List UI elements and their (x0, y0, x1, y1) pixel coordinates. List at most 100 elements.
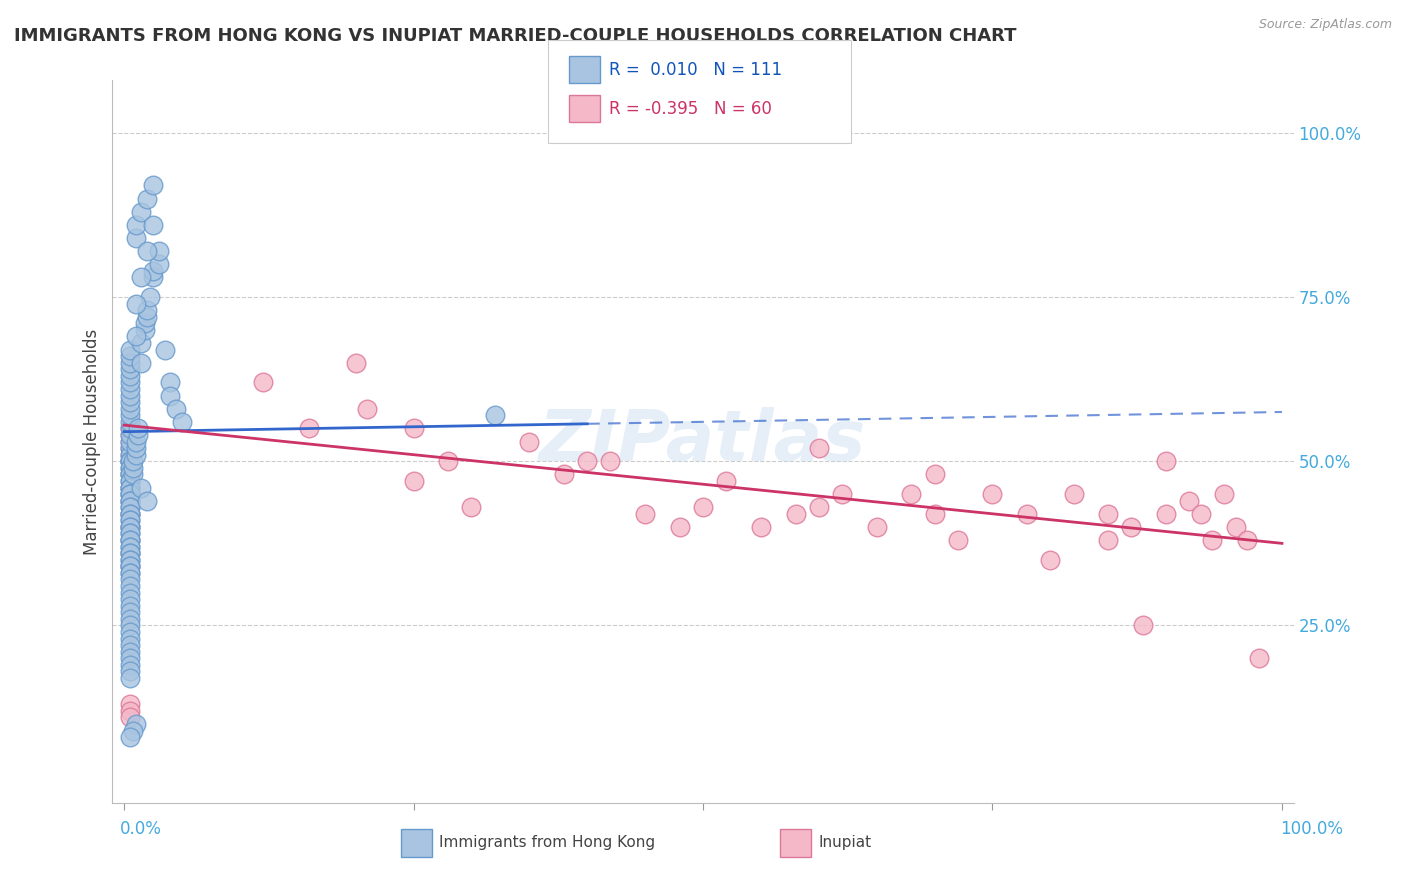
Point (118, 409, 141, 423)
Point (118, 657, 141, 672)
Point (807, 441, 830, 455)
Point (118, 546, 141, 560)
Y-axis label: Married-couple Households: Married-couple Households (83, 328, 101, 555)
Point (136, 303, 159, 318)
Point (118, 454, 141, 468)
Point (118, 481, 141, 495)
Point (118, 362, 141, 376)
Point (170, 415, 193, 429)
Point (118, 421, 141, 435)
Point (692, 500, 714, 515)
Point (142, 264, 165, 278)
Point (1154, 507, 1177, 521)
Point (118, 540, 141, 554)
Point (252, 376, 274, 390)
Point (124, 329, 146, 343)
Point (118, 520, 141, 534)
Point (142, 270, 165, 285)
Point (118, 566, 141, 580)
Point (118, 441, 141, 455)
Point (118, 533, 141, 547)
Point (142, 218, 165, 232)
Point (599, 454, 621, 468)
Point (118, 493, 141, 508)
Point (131, 356, 153, 370)
Point (136, 493, 159, 508)
Point (1063, 487, 1085, 501)
Point (118, 493, 141, 508)
Point (1017, 507, 1039, 521)
Point (118, 651, 141, 665)
Point (118, 526, 141, 541)
Point (118, 553, 141, 567)
Point (134, 316, 156, 330)
Point (153, 343, 176, 357)
Point (118, 474, 141, 488)
Point (122, 454, 145, 468)
Point (124, 441, 146, 455)
Point (714, 474, 737, 488)
Point (122, 723, 145, 738)
Point (118, 349, 141, 363)
Point (118, 618, 141, 632)
Point (118, 520, 141, 534)
Point (344, 356, 367, 370)
Point (118, 434, 141, 449)
Point (118, 401, 141, 416)
Point (1247, 651, 1270, 665)
Text: Source: ZipAtlas.com: Source: ZipAtlas.com (1258, 18, 1392, 31)
Point (136, 244, 159, 258)
Point (1097, 507, 1119, 521)
Point (118, 415, 141, 429)
Point (118, 507, 141, 521)
Point (118, 559, 141, 574)
Point (118, 559, 141, 574)
Point (118, 507, 141, 521)
Text: Inupiat: Inupiat (818, 836, 872, 850)
Point (669, 520, 692, 534)
Point (118, 645, 141, 659)
Point (356, 401, 378, 416)
Text: 0.0%: 0.0% (120, 820, 162, 838)
Text: R = -0.395   N = 60: R = -0.395 N = 60 (609, 100, 772, 118)
Point (118, 460, 141, 475)
Point (785, 507, 807, 521)
Point (118, 592, 141, 607)
Point (118, 376, 141, 390)
Point (118, 710, 141, 724)
Point (924, 507, 946, 521)
Point (118, 665, 141, 679)
Point (749, 520, 772, 534)
Text: Immigrants from Hong Kong: Immigrants from Hong Kong (439, 836, 655, 850)
Point (136, 310, 159, 324)
Point (131, 270, 153, 285)
Point (118, 579, 141, 593)
Text: 100.0%: 100.0% (1279, 820, 1343, 838)
Point (118, 448, 141, 462)
Point (118, 467, 141, 482)
Point (118, 605, 141, 619)
Point (118, 520, 141, 534)
Point (1201, 533, 1223, 547)
Point (118, 638, 141, 652)
Point (1225, 520, 1247, 534)
Point (118, 573, 141, 587)
Point (118, 513, 141, 527)
Point (148, 244, 170, 258)
Point (118, 612, 141, 626)
Point (118, 343, 141, 357)
Point (118, 434, 141, 449)
Point (124, 434, 146, 449)
Point (118, 356, 141, 370)
Point (165, 401, 187, 416)
Point (118, 487, 141, 501)
Point (900, 487, 922, 501)
Point (118, 428, 141, 442)
Point (484, 409, 506, 423)
Point (118, 546, 141, 560)
Point (118, 395, 141, 409)
Point (118, 421, 141, 435)
Point (1236, 533, 1258, 547)
Point (124, 448, 146, 462)
Point (981, 487, 1004, 501)
